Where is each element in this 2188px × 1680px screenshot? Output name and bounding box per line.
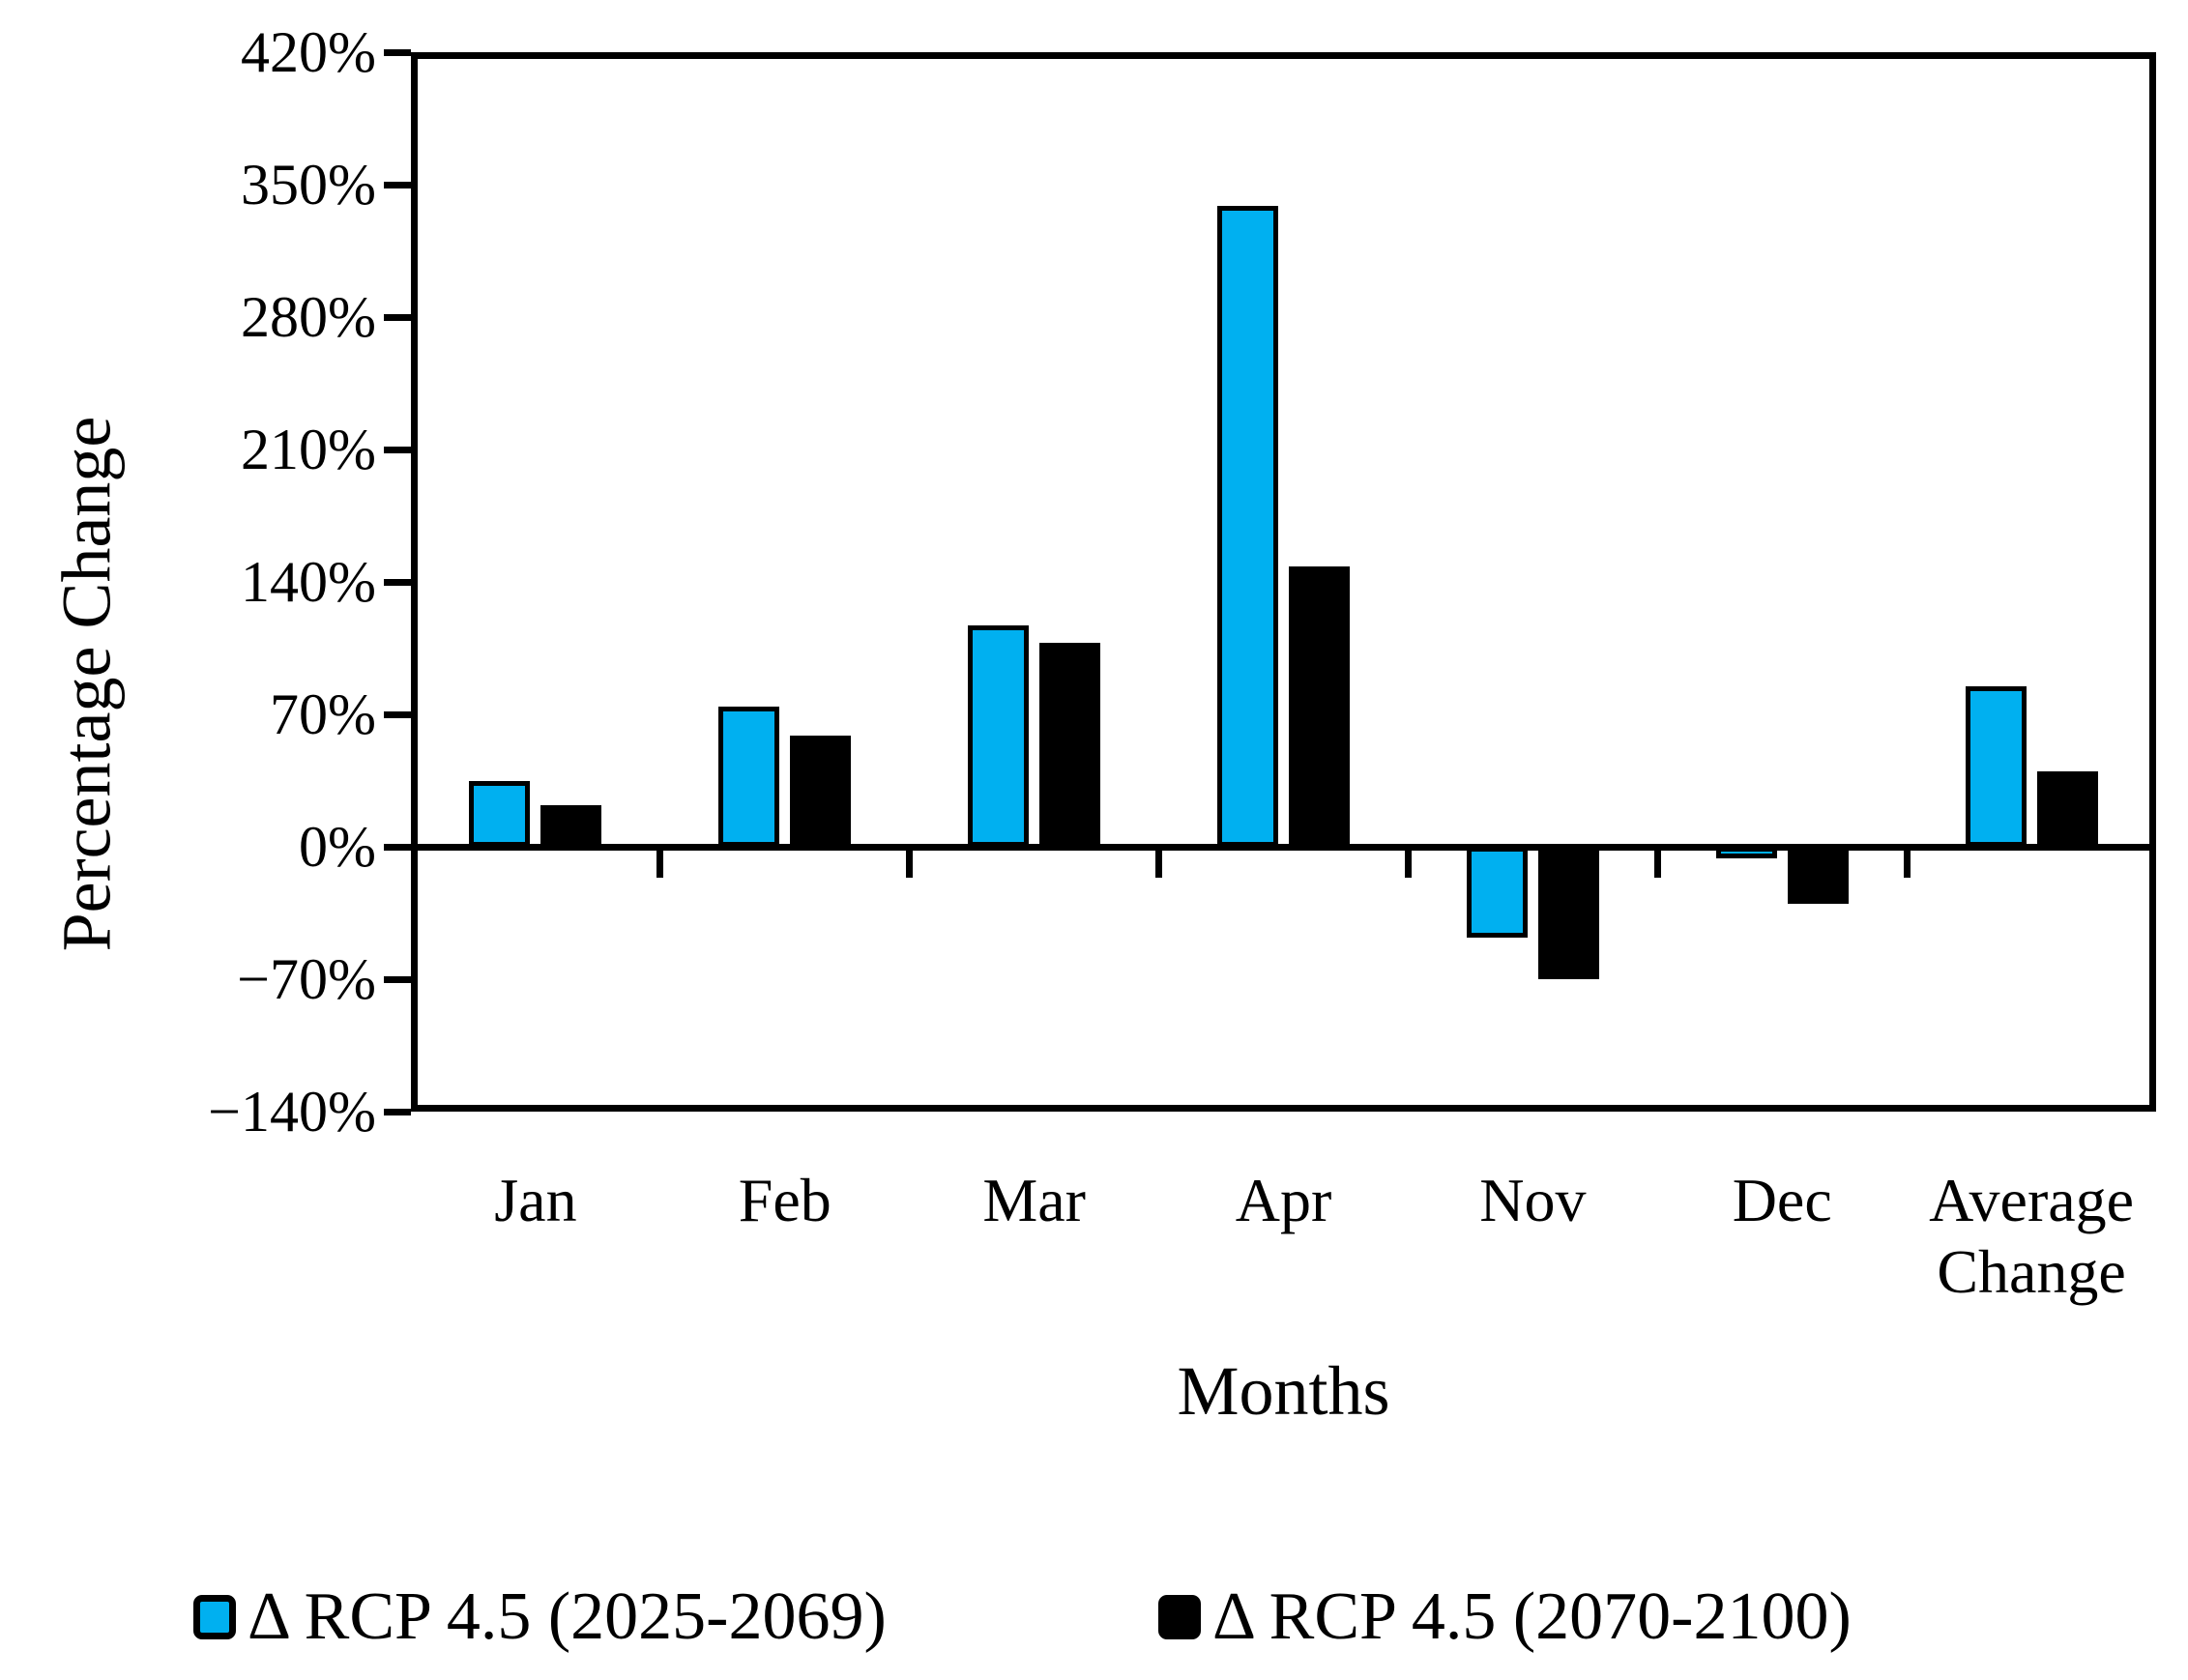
y-axis-tick-label: 420% (241, 20, 376, 84)
x-axis-category-label-line: Average (1929, 1166, 2135, 1234)
bar-series0-jan (469, 780, 531, 847)
bar-series1-dec (1787, 847, 1849, 904)
bar-series0-average-change (1965, 685, 2027, 847)
x-axis-category-label-line: Jan (494, 1166, 577, 1234)
bar-series1-jan (540, 804, 602, 847)
y-axis-tick-label: 210% (241, 418, 376, 481)
y-axis-tick-label: 280% (241, 285, 376, 349)
legend-label: Δ RCP 4.5 (2025-2069) (248, 1579, 887, 1654)
bar-series0-nov (1466, 847, 1528, 938)
y-axis-tick (384, 181, 411, 188)
y-axis-tick-label: 70% (270, 682, 376, 746)
bar-series1-mar (1039, 642, 1101, 847)
y-axis-tick-label: 350% (241, 153, 376, 217)
y-axis-tick-label: 0% (299, 815, 376, 879)
legend-label: Δ RCP 4.5 (2070-2100) (1212, 1579, 1852, 1654)
x-axis-category-label-line: Change (1937, 1237, 2126, 1306)
x-axis-category-label: Feb (641, 1165, 929, 1236)
bar-series0-apr (1217, 205, 1278, 847)
y-axis-title: Percentage Change (47, 416, 126, 952)
y-axis-tick (384, 48, 411, 56)
x-axis-category-label-line: Apr (1235, 1166, 1332, 1234)
legend-item-rcp45-2025-2069: Δ RCP 4.5 (2025-2069) (193, 1579, 887, 1656)
x-axis-category-label: Jan (392, 1165, 680, 1236)
bar-series1-average-change (2036, 770, 2098, 847)
legend-swatch-black (1158, 1595, 1201, 1639)
x-axis-category-label: Average Change (1887, 1165, 2175, 1308)
y-axis-tick (384, 843, 411, 851)
y-axis-tick (384, 313, 411, 321)
x-axis-tick (1903, 847, 1911, 878)
x-axis-category-label-line: Mar (982, 1166, 1086, 1234)
y-axis-tick (384, 975, 411, 983)
y-axis-tick-label: −70% (237, 947, 376, 1011)
bar-series0-feb (718, 707, 780, 847)
plot-area-frame (411, 52, 2156, 1112)
bar-series1-feb (790, 735, 852, 847)
x-axis-tick (906, 847, 914, 878)
bar-series0-mar (968, 625, 1030, 847)
x-axis-category-label-line: Feb (738, 1166, 831, 1234)
x-axis-tick (1404, 847, 1412, 878)
x-axis-category-label: Dec (1638, 1165, 1926, 1236)
x-axis-category-label: Nov (1388, 1165, 1677, 1236)
y-axis-tick (384, 446, 411, 453)
y-axis-tick-label: −140% (208, 1080, 376, 1144)
x-axis-category-label: Apr (1140, 1165, 1428, 1236)
y-axis-tick-label: 140% (241, 550, 376, 614)
x-axis-tick (1155, 847, 1163, 878)
x-axis-category-label: Mar (890, 1165, 1179, 1236)
legend-swatch-blue (193, 1595, 236, 1639)
y-axis-tick (384, 578, 411, 586)
bar-series1-apr (1289, 566, 1350, 847)
legend-item-rcp45-2070-2100: Δ RCP 4.5 (2070-2100) (1158, 1579, 1852, 1656)
y-axis-tick (384, 710, 411, 718)
x-axis-tick (656, 847, 664, 878)
x-axis-category-label-line: Nov (1479, 1166, 1587, 1234)
x-axis-category-label-line: Dec (1732, 1166, 1832, 1234)
x-axis-zero-line (411, 843, 2156, 851)
x-axis-title: Months (1177, 1352, 1390, 1430)
bar-series1-nov (1537, 847, 1599, 979)
y-axis-tick (384, 1108, 411, 1115)
x-axis-tick (1653, 847, 1661, 878)
